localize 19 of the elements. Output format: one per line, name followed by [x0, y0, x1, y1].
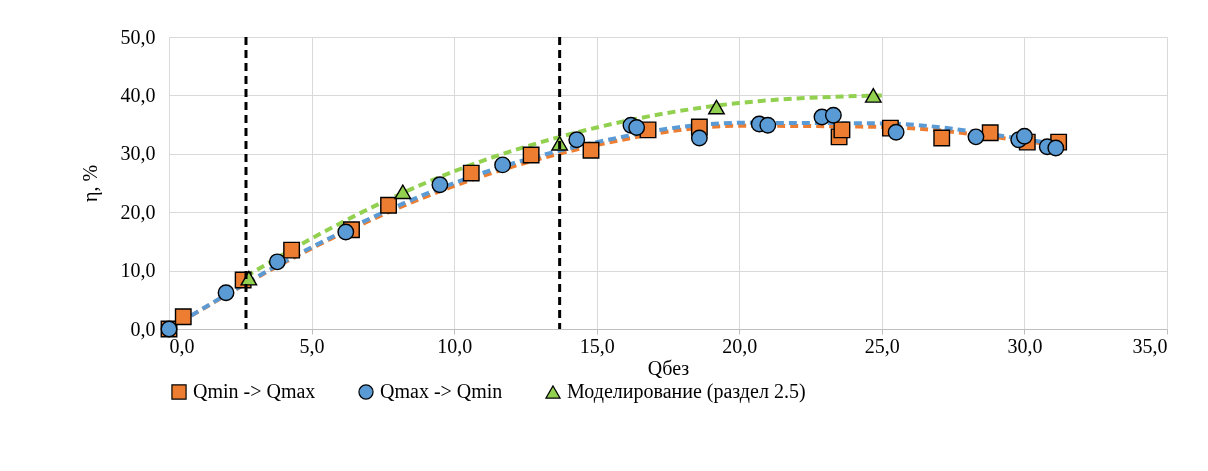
x-tick-label: 10,0: [437, 334, 473, 357]
y-tick-label: 10,0: [120, 259, 156, 282]
x-axis-title: Qбез: [647, 356, 690, 379]
x-tick-label: 0,0: [169, 334, 195, 357]
legend-label: Qmax -> Qmin: [380, 380, 503, 402]
x-tick-label: 30,0: [1007, 334, 1043, 357]
x-tick-label: 5,0: [299, 334, 325, 357]
x-tick-label: 25,0: [864, 334, 900, 357]
y-tick-label: 50,0: [120, 25, 156, 48]
legend-label: Моделирование (раздел 2.5): [567, 380, 806, 403]
x-tick-label: 15,0: [579, 334, 615, 357]
x-tick-label: 35,0: [1132, 334, 1168, 357]
x-tick-label: 20,0: [722, 334, 758, 357]
y-tick-label: 30,0: [120, 142, 156, 165]
y-tick-label: 0,0: [130, 317, 156, 340]
legend-label: Qmin -> Qmax: [193, 380, 316, 402]
y-tick-label: 40,0: [120, 83, 156, 106]
y-axis-title: η, %: [78, 164, 102, 203]
y-tick-label: 20,0: [120, 200, 156, 223]
